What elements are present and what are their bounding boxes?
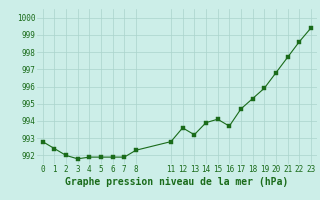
- X-axis label: Graphe pression niveau de la mer (hPa): Graphe pression niveau de la mer (hPa): [65, 177, 288, 187]
